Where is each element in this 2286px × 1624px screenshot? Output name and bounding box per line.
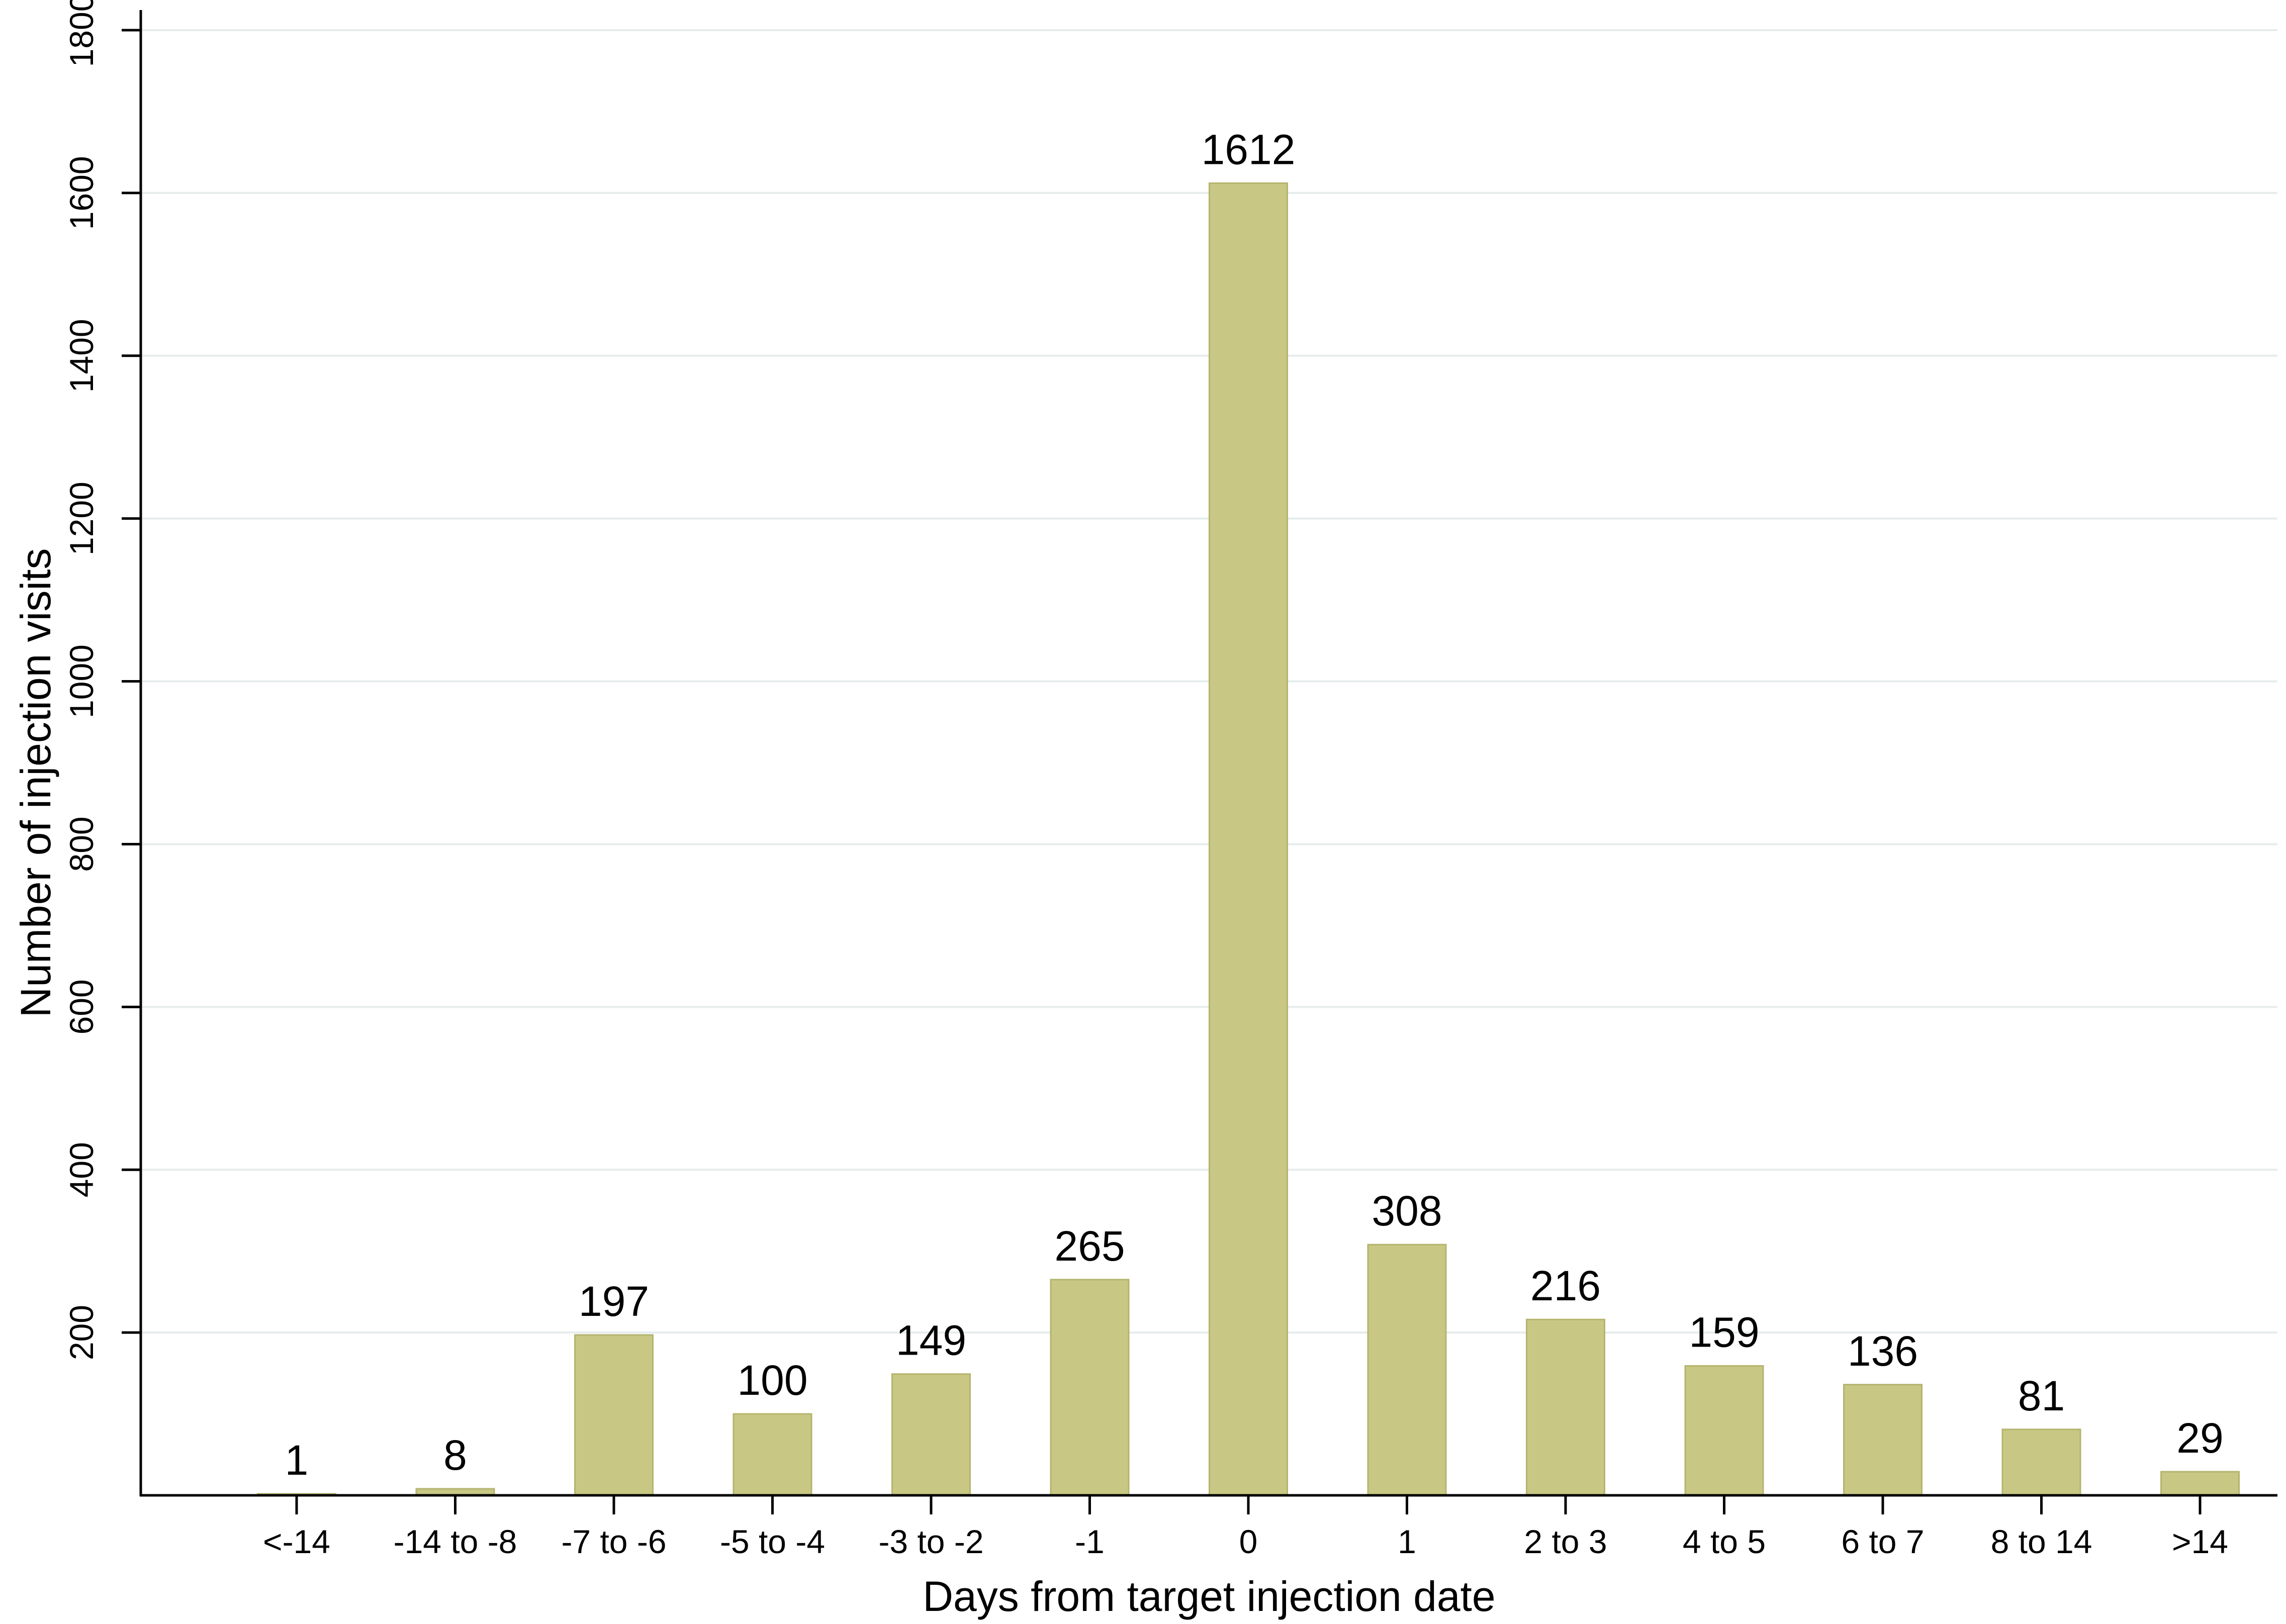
y-tick-label: 1800 [63,0,100,67]
y-tick-label: 1000 [63,644,100,718]
bar-value-label: 81 [2018,1372,2065,1419]
bar [891,1373,971,1496]
x-axis-title: Days from target injection date [923,1573,1495,1620]
x-tick-label: >14 [2172,1523,2228,1560]
axes [139,10,2277,1497]
bar [2001,1428,2081,1496]
y-axis-title: Number of injection visits [12,548,59,1018]
bar [574,1334,654,1496]
x-tick-label: -7 to -6 [561,1523,666,1560]
x-tick-label: <-14 [263,1523,330,1560]
y-tick-label: 600 [63,979,100,1034]
bar [1684,1365,1764,1496]
bar [1367,1244,1447,1496]
x-tick-label: -5 to -4 [720,1523,825,1560]
bar-value-label: 1612 [1202,126,1296,173]
x-tick-label: -1 [1075,1523,1105,1560]
bar-value-label: 100 [737,1357,807,1404]
x-tick-label: 0 [1239,1523,1258,1560]
x-tick-label: -3 to -2 [878,1523,983,1560]
bar-value-label: 1 [285,1437,309,1484]
bar [1843,1384,1923,1496]
bar-value-label: 29 [2176,1414,2223,1462]
bars [257,182,2240,1496]
bar [1526,1318,1605,1496]
bar [1050,1279,1130,1496]
bar-value-label: 308 [1371,1187,1442,1234]
x-axis-ticks: <-14 -14 to -8 -7 to -6 -5 to -4 -3 to -2 -1 0… [263,1495,2228,1560]
x-tick-label: 4 to 5 [1683,1523,1766,1560]
x-tick-label: 6 to 7 [1841,1523,1924,1560]
y-axis-ticks: 200 400 600 800 1000 1200 1400 1600 1800 [63,0,141,1360]
y-tick-label: 400 [63,1142,100,1197]
x-tick-label: 2 to 3 [1524,1523,1607,1560]
y-tick-label: 800 [63,816,100,872]
bar [733,1413,812,1496]
bar-value-label: 197 [579,1278,649,1325]
y-tick-label: 1400 [63,319,100,393]
bar-value-label: 136 [1848,1327,1918,1375]
bar-value-label: 159 [1689,1309,1759,1356]
bar-value-label: 8 [443,1431,467,1479]
bar-value-labels: 1 8 197 100 149 265 1612 308 216 159 136 81 29 [285,126,2224,1484]
y-tick-label: 200 [63,1305,100,1360]
x-tick-label: 1 [1398,1523,1416,1560]
x-tick-label: -14 to -8 [394,1523,517,1560]
bar-value-label: 149 [896,1317,966,1364]
y-tick-label: 1200 [63,482,100,555]
bar-value-label: 216 [1530,1262,1601,1309]
bar [1209,182,1288,1496]
bar [2160,1471,2240,1496]
x-tick-label: 8 to 14 [1991,1523,2092,1560]
y-tick-label: 1600 [63,156,100,230]
bar-value-label: 265 [1054,1222,1125,1270]
